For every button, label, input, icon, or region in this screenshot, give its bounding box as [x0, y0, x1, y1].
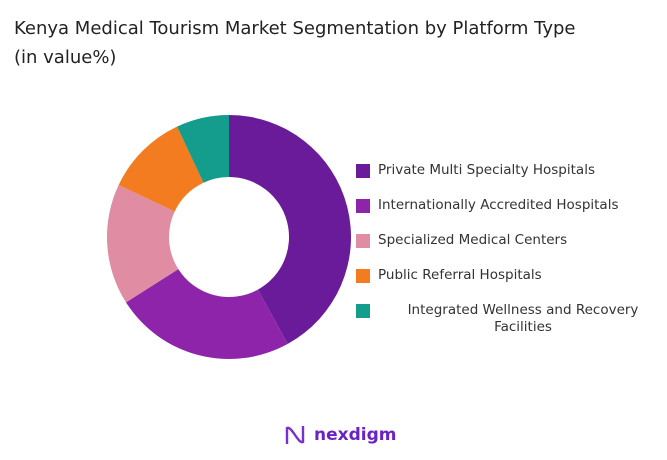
- legend-label: Specialized Medical Centers: [378, 232, 568, 248]
- legend-item: Specialized Medical Centers: [356, 232, 667, 267]
- legend-item: Integrated Wellness and Recovery Facilit…: [356, 302, 667, 337]
- legend-swatch: [356, 304, 370, 318]
- legend-item: Internationally Accredited Hospitals: [356, 197, 667, 232]
- legend-label: Private Multi Specialty Hospitals: [378, 162, 595, 178]
- slice-internationally-accredited-hospitals: [125, 269, 288, 359]
- slice-integrated-wellness-and-recovery-facilities: [177, 115, 229, 183]
- legend-swatch: [356, 234, 370, 248]
- legend-label: Integrated Wellness and Recovery Facilit…: [407, 302, 639, 335]
- legend-label: Public Referral Hospitals: [378, 267, 542, 283]
- slice-specialized-medical-centers: [107, 185, 179, 303]
- slice-public-referral-hospitals: [118, 126, 204, 212]
- legend-label: Internationally Accredited Hospitals: [378, 197, 619, 213]
- legend-swatch: [356, 199, 370, 213]
- nexdigm-logo: nexdigm: [284, 424, 396, 446]
- logo-icon: [285, 426, 305, 444]
- legend: Private Multi Specialty Hospitals Interna…: [356, 162, 667, 337]
- chart-title: Kenya Medical Tourism Market Segmentatio…: [14, 18, 576, 68]
- legend-swatch: [356, 164, 370, 178]
- legend-item: Private Multi Specialty Hospitals: [356, 162, 667, 197]
- legend-swatch: [356, 269, 370, 283]
- legend-item: Public Referral Hospitals: [356, 267, 667, 302]
- slice-private-multi-specialty-hospitals: [229, 115, 351, 344]
